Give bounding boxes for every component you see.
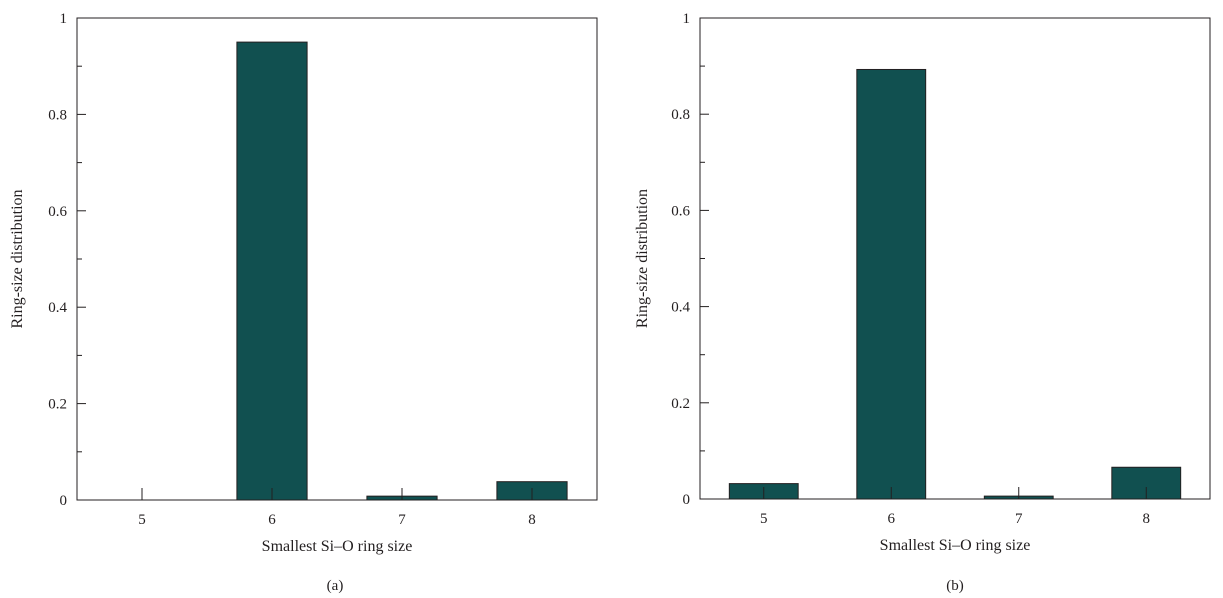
y-tick-label-b-0: 0 — [683, 492, 691, 508]
x-tick-label-a-7: 7 — [398, 512, 406, 528]
x-tick-label-a-8: 8 — [528, 512, 536, 528]
y-tick-label-b-3: 0.6 — [671, 203, 690, 219]
panel-label-a: (a) — [327, 578, 344, 594]
y-tick-label-b-4: 0.8 — [671, 107, 690, 123]
y-tick-label-a-4: 0.8 — [48, 107, 67, 123]
x-tick-label-b-5: 5 — [760, 511, 768, 527]
bar-a-6 — [236, 41, 308, 501]
chart-panel-a: 5 6 7 8 0 0.2 0.4 0.6 0.8 1 Smallest Si–O ring siz… — [9, 11, 598, 594]
plot-frame-b — [699, 17, 1211, 500]
x-axis-label-b: Smallest Si–O ring size — [880, 537, 1031, 554]
x-tick-label-b-7: 7 — [1015, 511, 1023, 527]
panel-label-b: (b) — [946, 578, 964, 594]
x-axis-label-a: Smallest Si–O ring size — [262, 538, 413, 555]
y-tick-label-a-1: 0.2 — [48, 397, 67, 413]
x-tick-label-b-8: 8 — [1143, 511, 1151, 527]
y-tick-label-b-1: 0.2 — [671, 396, 690, 412]
y-tick-label-b-5: 1 — [683, 11, 691, 27]
x-tick-label-b-6: 6 — [888, 511, 896, 527]
chart-panel-b: 5 6 7 8 0 0.2 0.4 0.6 0.8 1 Smallest Si–O ring siz… — [634, 11, 1211, 594]
y-tick-label-a-2: 0.4 — [48, 300, 67, 316]
y-tick-label-a-0: 0 — [60, 493, 68, 509]
x-tick-label-a-5: 5 — [138, 512, 146, 528]
y-axis-label-a: Ring-size distribution — [9, 189, 26, 328]
y-tick-label-a-3: 0.6 — [48, 204, 67, 220]
x-tick-label-a-6: 6 — [268, 512, 276, 528]
y-tick-label-b-2: 0.4 — [671, 300, 690, 316]
plot-frame-a — [76, 17, 598, 501]
bar-b-6 — [856, 68, 927, 500]
y-axis-label-b: Ring-size distribution — [634, 189, 651, 328]
y-tick-label-a-5: 1 — [60, 11, 68, 27]
